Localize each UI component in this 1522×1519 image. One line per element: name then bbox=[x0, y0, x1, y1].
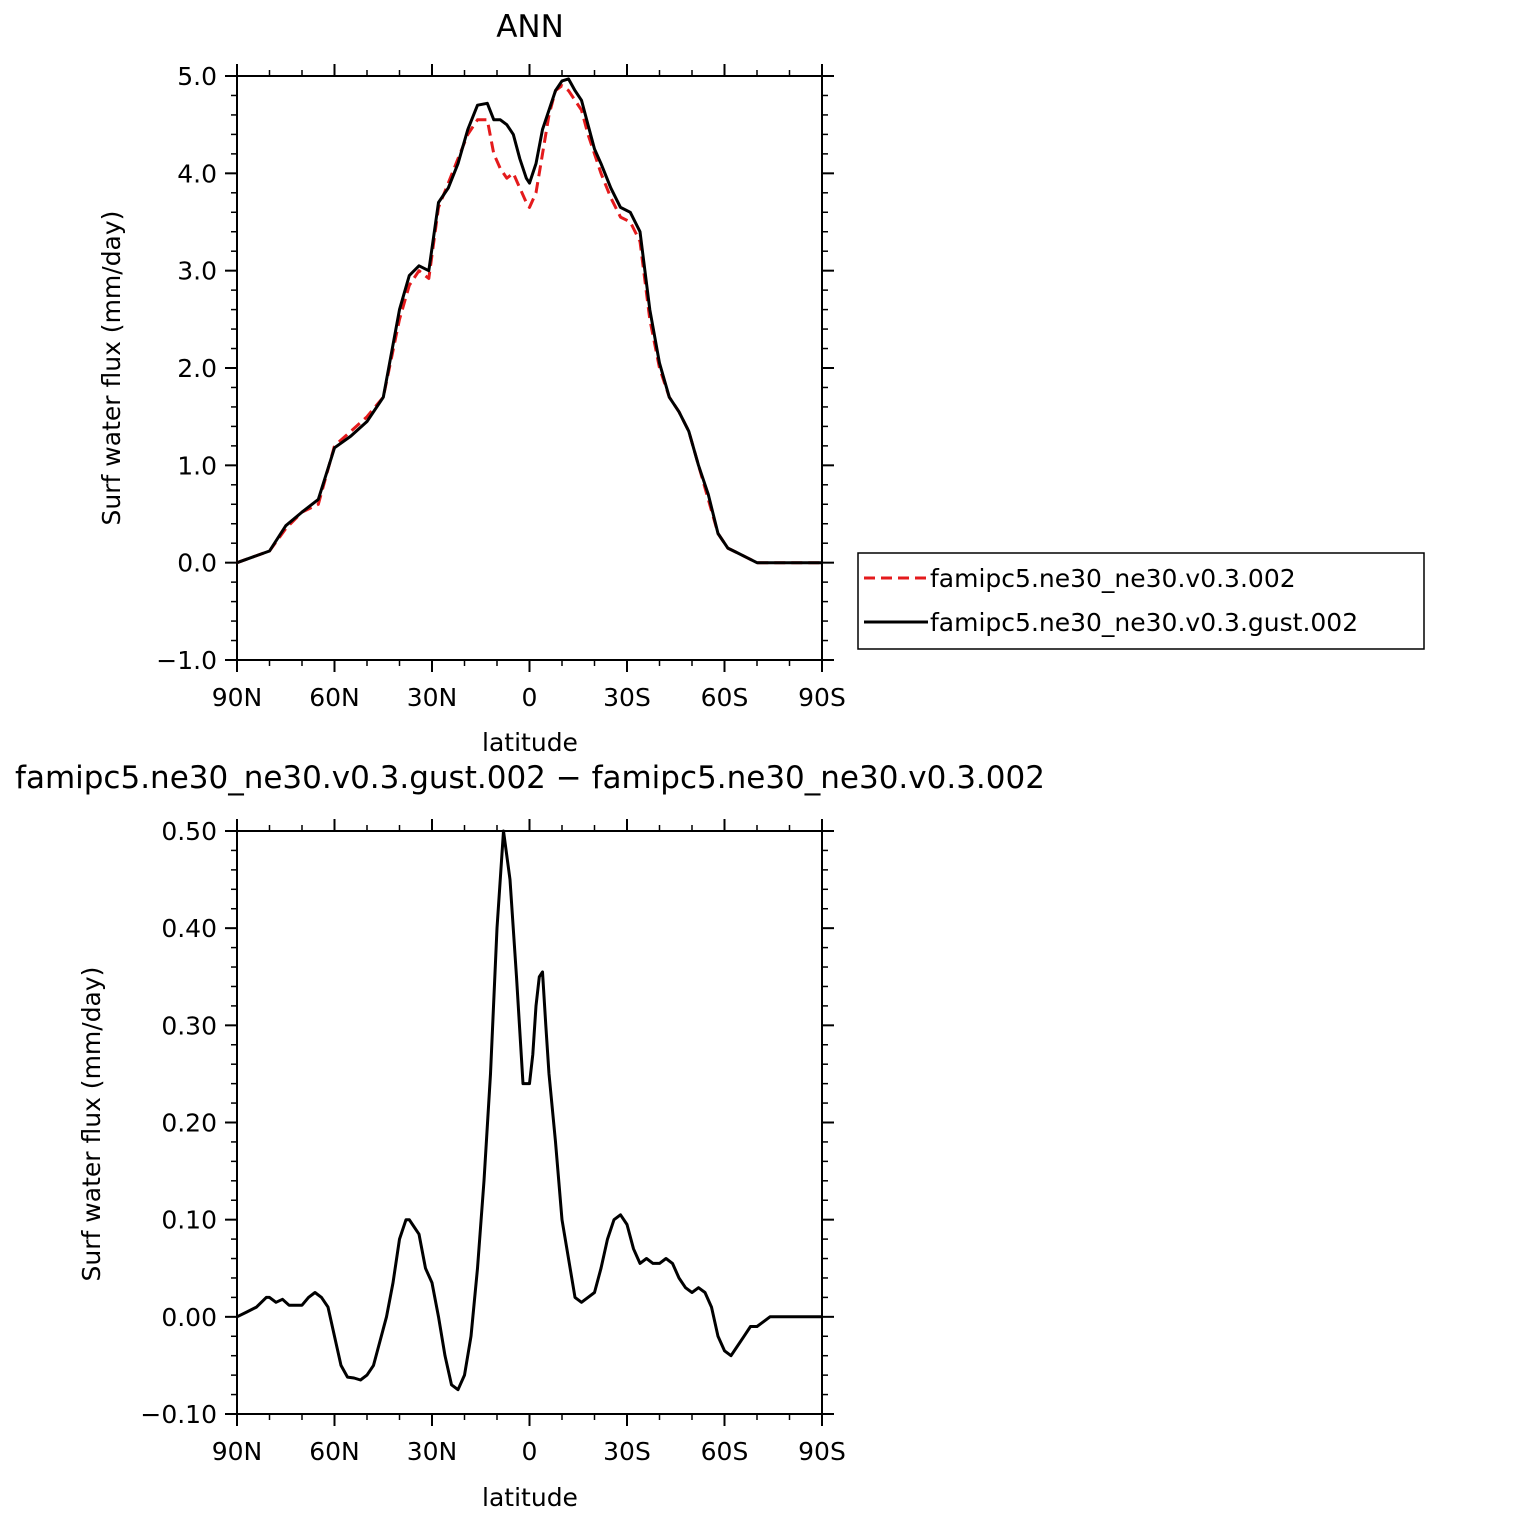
plot-frame bbox=[236, 830, 823, 1415]
top-chart-series bbox=[236, 77, 822, 565]
x-tick-label: 30S bbox=[603, 683, 651, 712]
bottom-chart-axes: 90N 60N 30N 0 30S 60S 90S −0.10 0.00 0.10 0.20 0.30… bbox=[140, 817, 845, 1466]
bottom-panel: famipc5.ne30_ne30.v0.3.gust.002 − famipc… bbox=[15, 760, 1045, 1512]
y-tick-label: 4.0 bbox=[177, 159, 217, 188]
top-chart-ylabel: Surf water flux (mm/day) bbox=[97, 211, 126, 526]
x-tick-label: 60N bbox=[309, 683, 360, 712]
y-tick-label: 2.0 bbox=[177, 354, 217, 383]
x-tick-label: 30S bbox=[603, 1437, 651, 1466]
y-tick-label: 0.00 bbox=[161, 1303, 217, 1332]
x-tick-label: 90N bbox=[212, 1437, 263, 1466]
bottom-chart-title: famipc5.ne30_ne30.v0.3.gust.002 − famipc… bbox=[15, 760, 1045, 796]
x-tick-label: 90N bbox=[212, 683, 263, 712]
legend-label-0: famipc5.ne30_ne30.v0.3.002 bbox=[930, 564, 1296, 593]
x-tick-label: 30N bbox=[407, 1437, 458, 1466]
y-tick-label: 0.0 bbox=[177, 549, 217, 578]
y-tick-label: 0.50 bbox=[161, 817, 217, 846]
x-tick-label: 90S bbox=[798, 683, 846, 712]
legend-label-1: famipc5.ne30_ne30.v0.3.gust.002 bbox=[930, 608, 1358, 637]
x-tick-label: 60N bbox=[309, 1437, 360, 1466]
y-tick-label: 0.20 bbox=[161, 1109, 217, 1138]
top-chart-xlabel: latitude bbox=[482, 728, 578, 757]
bottom-chart-xlabel: latitude bbox=[482, 1483, 578, 1512]
x-tick-label: 30N bbox=[407, 683, 458, 712]
y-tick-label: 0.40 bbox=[161, 914, 217, 943]
top-panel: ANN 90N 60N 30N 0 30S 60S 90S −1.0 0.0 1.0 2.0 3.0 4… bbox=[97, 9, 1425, 757]
top-chart-title: ANN bbox=[496, 9, 564, 45]
x-tick-label: 90S bbox=[798, 1437, 846, 1466]
top-chart-axes: 90N 60N 30N 0 30S 60S 90S −1.0 0.0 1.0 2.0 3.0 4.0 5.… bbox=[156, 62, 846, 712]
y-tick-label: −1.0 bbox=[156, 646, 217, 675]
x-tick-label: 0 bbox=[522, 683, 538, 712]
y-tick-label: 1.0 bbox=[177, 451, 217, 480]
y-tick-label: 3.0 bbox=[177, 257, 217, 286]
series-line-0 bbox=[236, 829, 822, 1392]
bottom-chart-ylabel: Surf water flux (mm/day) bbox=[77, 967, 106, 1282]
series-line-0 bbox=[236, 84, 822, 565]
legend-box bbox=[857, 552, 1425, 650]
x-tick-label: 60S bbox=[701, 1437, 749, 1466]
y-tick-label: 0.30 bbox=[161, 1011, 217, 1040]
series-line-1 bbox=[236, 77, 822, 565]
y-tick-label: 5.0 bbox=[177, 62, 217, 91]
x-tick-label: 60S bbox=[701, 683, 749, 712]
y-tick-label: −0.10 bbox=[140, 1400, 217, 1429]
plot-frame bbox=[236, 75, 823, 661]
bottom-chart-series bbox=[236, 829, 822, 1392]
y-tick-label: 0.10 bbox=[161, 1206, 217, 1235]
x-tick-label: 0 bbox=[522, 1437, 538, 1466]
legend: famipc5.ne30_ne30.v0.3.002 famipc5.ne30_… bbox=[857, 552, 1425, 650]
